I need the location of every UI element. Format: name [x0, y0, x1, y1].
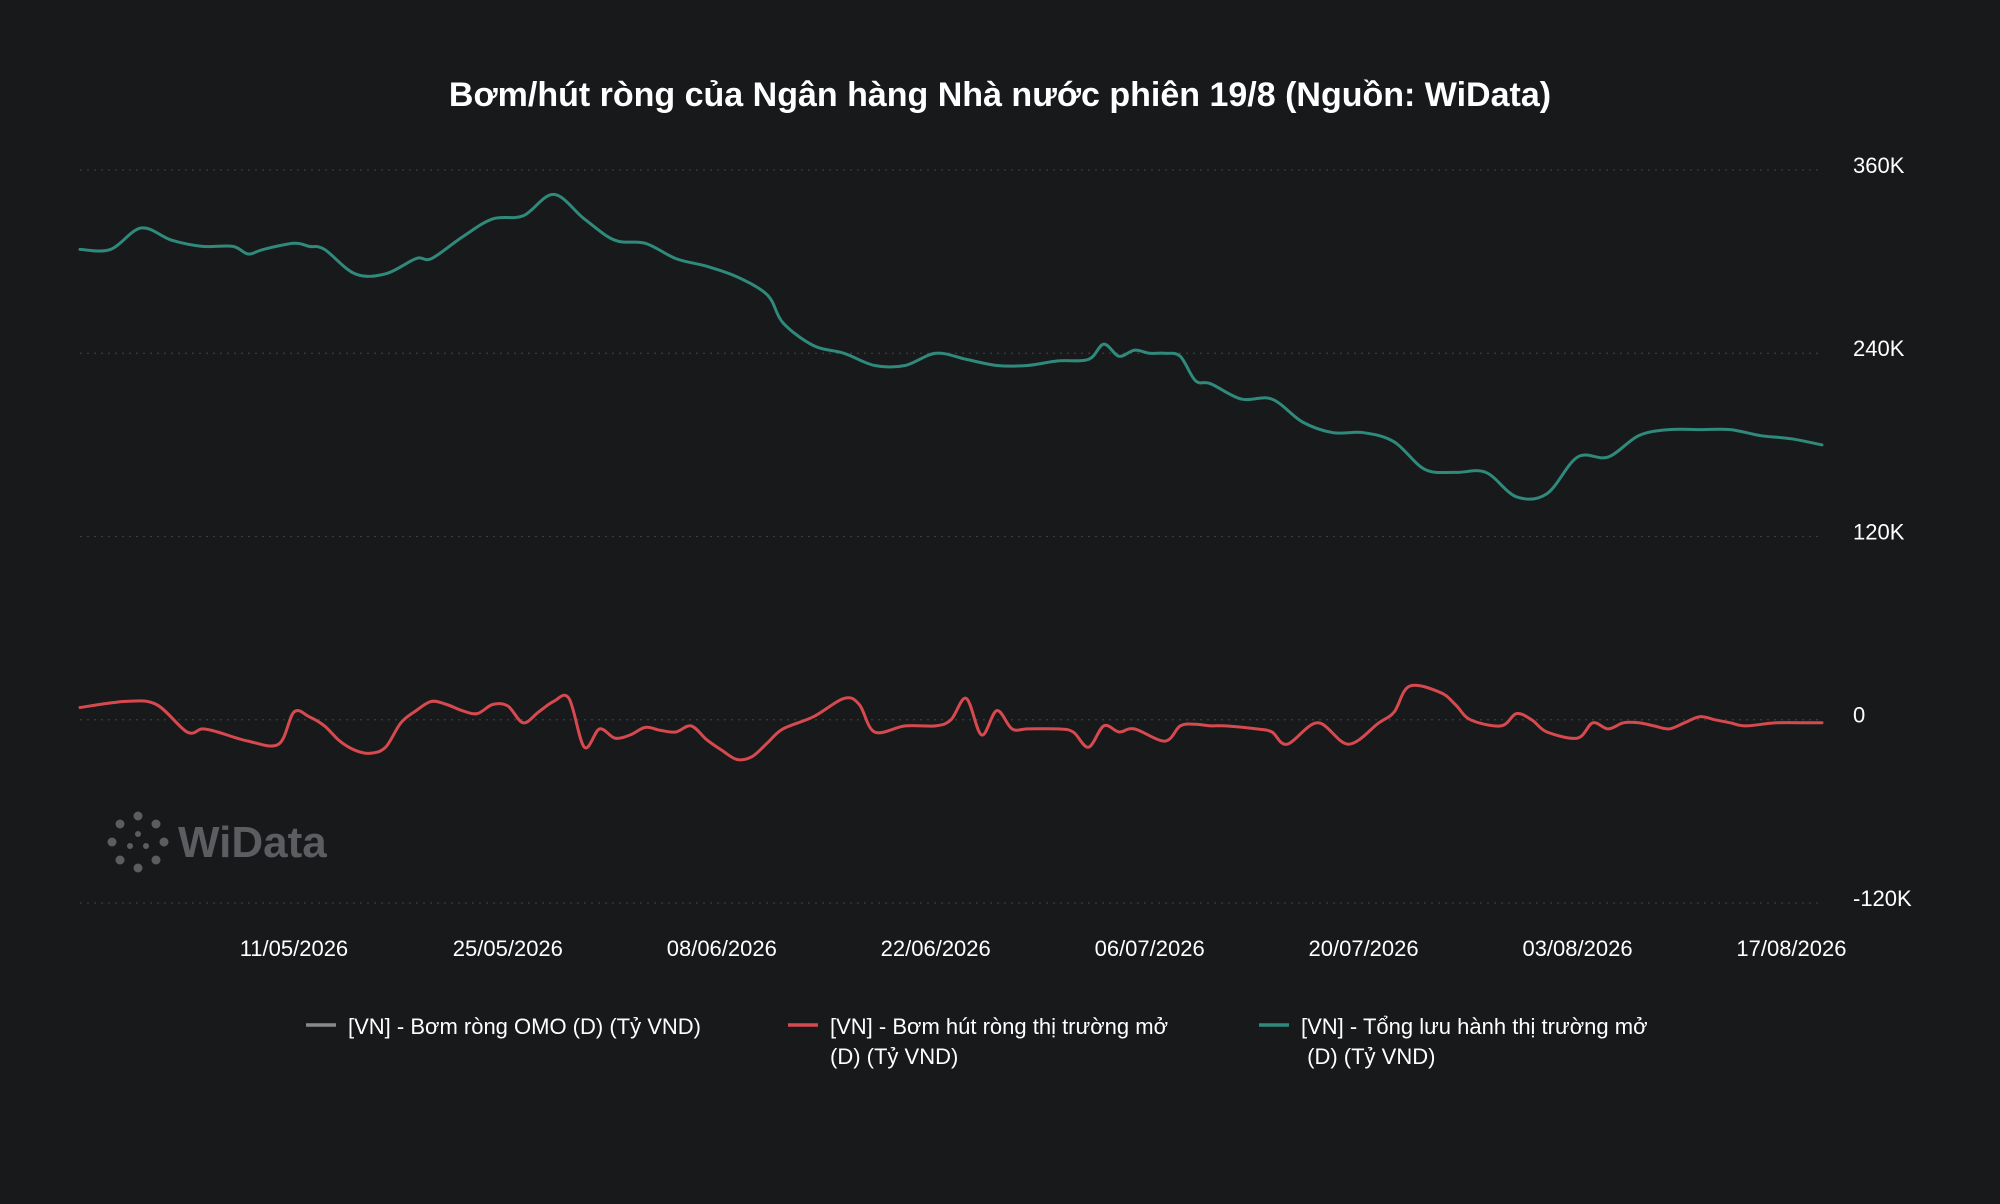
widata-logo-icon [107, 811, 169, 873]
legend-label: [VN] - Tổng lưu hành thị trường mở (D) (… [1301, 1014, 1648, 1069]
x-tick-label: 17/08/2026 [1736, 936, 1846, 961]
y-tick-label: 240K [1853, 336, 1905, 361]
y-tick-label: 0 [1853, 703, 1865, 728]
legend-label: [VN] - Bơm hút ròng thị trường mở (D) (Tỷ… [830, 1014, 1168, 1069]
y-tick-label: -120K [1853, 886, 1912, 911]
legend-label: [VN] - Bơm ròng OMO (D) (Tỷ VND) [348, 1014, 701, 1039]
x-tick-label: 25/05/2026 [453, 936, 563, 961]
series-lines [78, 192, 1824, 762]
y-tick-label: 360K [1853, 153, 1905, 178]
legend-item-2[interactable]: [VN] - Bơm hút ròng thị trường mở (D) (Tỷ… [788, 1014, 1168, 1069]
x-tick-label: 08/06/2026 [667, 936, 777, 961]
x-tick-label: 06/07/2026 [1095, 936, 1205, 961]
y-tick-label: 120K [1853, 519, 1905, 544]
x-tick-label: 20/07/2026 [1309, 936, 1419, 961]
x-tick-label: 11/05/2026 [240, 936, 348, 961]
watermark-text: WiData [178, 818, 327, 867]
watermark: WiData [107, 811, 327, 873]
series-line-3 [78, 192, 1824, 501]
legend: [VN] - Bơm ròng OMO (D) (Tỷ VND) [VN] - B… [306, 1014, 1648, 1069]
legend-item-1[interactable]: [VN] - Bơm ròng OMO (D) (Tỷ VND) [306, 1014, 701, 1039]
legend-item-3[interactable]: [VN] - Tổng lưu hành thị trường mở (D) (… [1259, 1014, 1648, 1069]
x-tick-label: 03/08/2026 [1522, 936, 1632, 961]
series-line-2 [78, 683, 1824, 762]
grid-lines [80, 169, 1822, 904]
chart-title: Bơm/hút ròng của Ngân hàng Nhà nước phiê… [449, 76, 1551, 114]
x-axis-ticks: 11/05/2026 25/05/2026 08/06/2026 22/06/2026… [240, 936, 1847, 961]
x-tick-label: 22/06/2026 [881, 936, 991, 961]
y-axis-ticks: 360K 240K 120K 0 -120K [1853, 153, 1912, 911]
